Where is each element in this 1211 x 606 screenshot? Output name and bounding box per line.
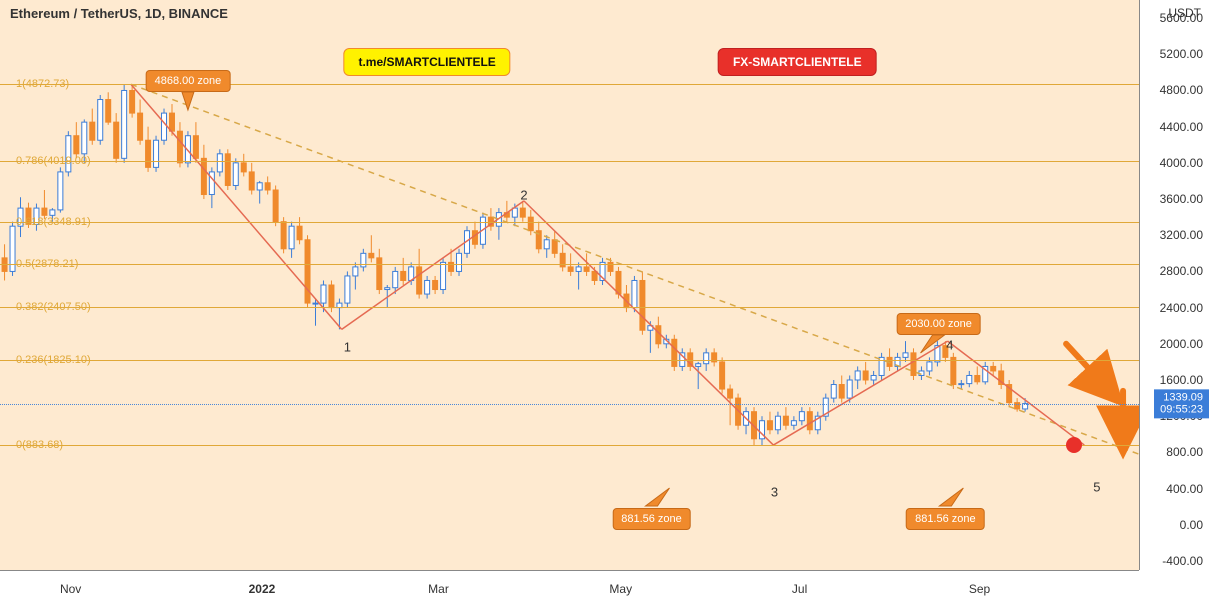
fib-line [0, 222, 1139, 223]
y-tick: 800.00 [1166, 445, 1203, 459]
y-tick: 3200.00 [1160, 228, 1203, 242]
x-tick: May [609, 582, 632, 596]
fib-line [0, 307, 1139, 308]
fib-label: 0.382(2407.50) [16, 301, 91, 313]
y-tick: 4000.00 [1160, 156, 1203, 170]
y-tick: 400.00 [1166, 482, 1203, 496]
y-tick: 0.00 [1180, 518, 1203, 532]
plot-area[interactable]: 1(4872.73) 0.786(4019.00) 0.618(3348.91) 0.… [0, 0, 1139, 570]
wave-number: 2 [520, 188, 527, 203]
x-tick: 2022 [249, 582, 276, 596]
fib-label: 0.236(1825.10) [16, 354, 91, 366]
zone-callout: 881.56 zone [906, 508, 985, 530]
y-tick: 4800.00 [1160, 83, 1203, 97]
fib-line [0, 445, 1139, 446]
fib-line [0, 360, 1139, 361]
wave-number: 1 [344, 340, 351, 355]
zone-callout: 4868.00 zone [146, 70, 231, 92]
wave-number: 4 [946, 338, 953, 353]
current-price-badge: 1339.0909:55:23 [1154, 389, 1209, 418]
fib-label: 0.618(3348.91) [16, 216, 91, 228]
y-tick: 2400.00 [1160, 301, 1203, 315]
y-axis: USDT 5600.005200.004800.004400.004000.00… [1139, 0, 1211, 570]
x-tick: Nov [60, 582, 81, 596]
wave-number: 5 [1093, 480, 1100, 495]
x-tick: Mar [428, 582, 449, 596]
y-tick: 2000.00 [1160, 337, 1203, 351]
y-tick: 3600.00 [1160, 192, 1203, 206]
target-dot [1066, 437, 1082, 453]
wave-number: 3 [771, 485, 778, 500]
x-tick: Sep [969, 582, 990, 596]
zone-callout: 881.56 zone [612, 508, 691, 530]
fib-line [0, 161, 1139, 162]
x-axis: Nov 2022 Mar May Jul Sep [0, 570, 1139, 606]
fib-line [0, 264, 1139, 265]
info-badge: t.me/SMARTCLIENTELE [343, 48, 510, 76]
fib-label: 0.5(2878.21) [16, 258, 78, 270]
y-tick: 5200.00 [1160, 47, 1203, 61]
chart-title: Ethereum / TetherUS, 1D, BINANCE [10, 6, 228, 21]
info-badge: FX-SMARTCLIENTELE [718, 48, 877, 76]
y-tick: 1600.00 [1160, 373, 1203, 387]
y-tick: -400.00 [1162, 554, 1203, 568]
zone-callout: 2030.00 zone [896, 313, 981, 335]
x-tick: Jul [792, 582, 807, 596]
fib-label: 1(4872.73) [16, 78, 69, 90]
fib-label: 0.786(4019.00) [16, 155, 91, 167]
chart-root: 1(4872.73) 0.786(4019.00) 0.618(3348.91) 0.… [0, 0, 1211, 606]
y-tick: 2800.00 [1160, 264, 1203, 278]
y-tick: 4400.00 [1160, 120, 1203, 134]
current-price-line [0, 404, 1139, 405]
fib-label: 0(883.68) [16, 439, 63, 451]
y-tick: 5600.00 [1160, 11, 1203, 25]
